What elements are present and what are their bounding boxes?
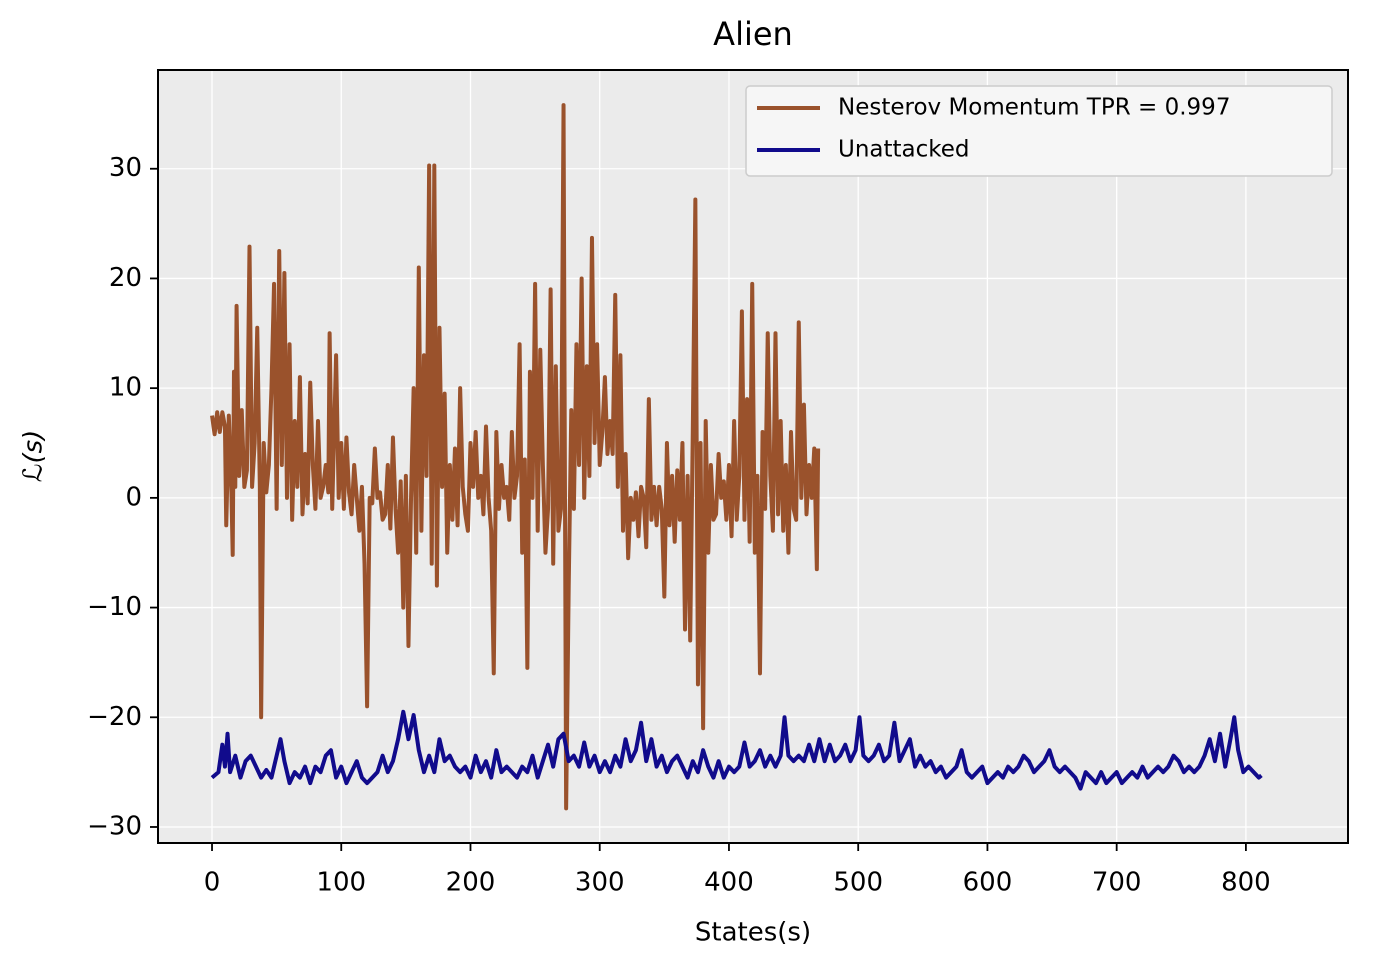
x-tick-label: 100 [316,868,366,898]
x-tick-label: 500 [833,868,883,898]
plot-frame [157,69,1349,844]
legend-box [745,85,1333,177]
y-tick-label: 10 [109,373,142,403]
y-tick-label: 20 [109,263,142,293]
series-line [210,709,1263,791]
series-lines [210,103,1263,811]
legend-label: Nesterov Momentum TPR = 0.997 [838,95,1230,121]
ticks: 0 100 200 300 400 500 600 700 800 −30 −20 −10 0 10 20 3… [87,153,1271,897]
y-tick-label: −10 [87,592,142,622]
y-tick-label: 30 [109,153,142,183]
x-tick-label: 300 [575,868,625,898]
legend-label: Unattacked [838,137,970,163]
x-axis-label: States(s) [695,918,811,948]
y-axis-label: ℒ(s) [19,430,49,483]
y-tick-label: −30 [87,811,142,841]
x-tick-label: 200 [446,868,496,898]
x-tick-label: 800 [1221,868,1271,898]
x-tick-label: 0 [204,868,221,898]
x-tick-label: 600 [963,868,1013,898]
series-line [210,103,821,811]
chart-title: Alien [713,15,793,53]
y-tick-label: 0 [125,482,142,512]
x-tick-label: 400 [704,868,754,898]
legend: Nesterov Momentum TPR = 0.997 Unattacked [745,85,1333,177]
x-tick-label: 700 [1092,868,1142,898]
y-tick-label: −20 [87,702,142,732]
